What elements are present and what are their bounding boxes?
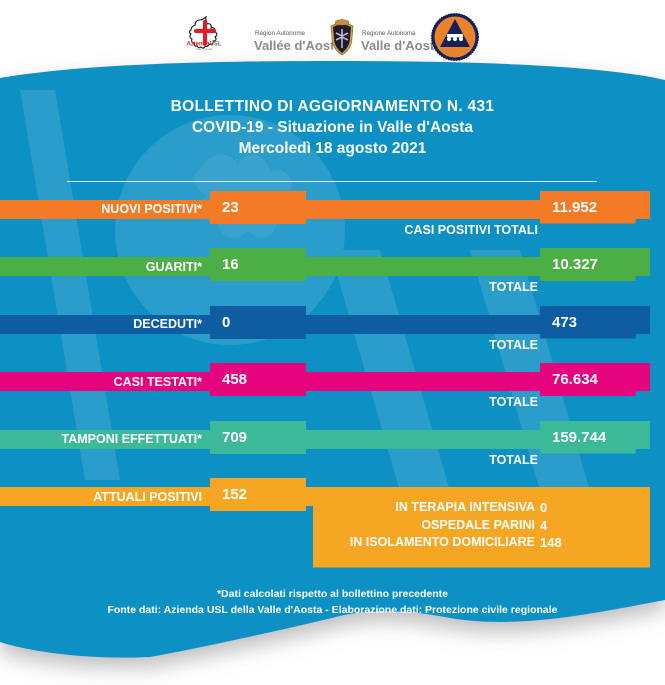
svg-text:Regione Autonoma: Regione Autonoma xyxy=(362,30,416,37)
svg-text:Région Autonome: Région Autonome xyxy=(255,30,306,37)
svg-text:Valle d'Aosta: Valle d'Aosta xyxy=(361,38,440,53)
svg-text:Valle d'Aosta: Valle d'Aosta xyxy=(195,47,213,51)
svg-text:Vallée d'Aoste: Vallée d'Aoste xyxy=(254,38,333,53)
